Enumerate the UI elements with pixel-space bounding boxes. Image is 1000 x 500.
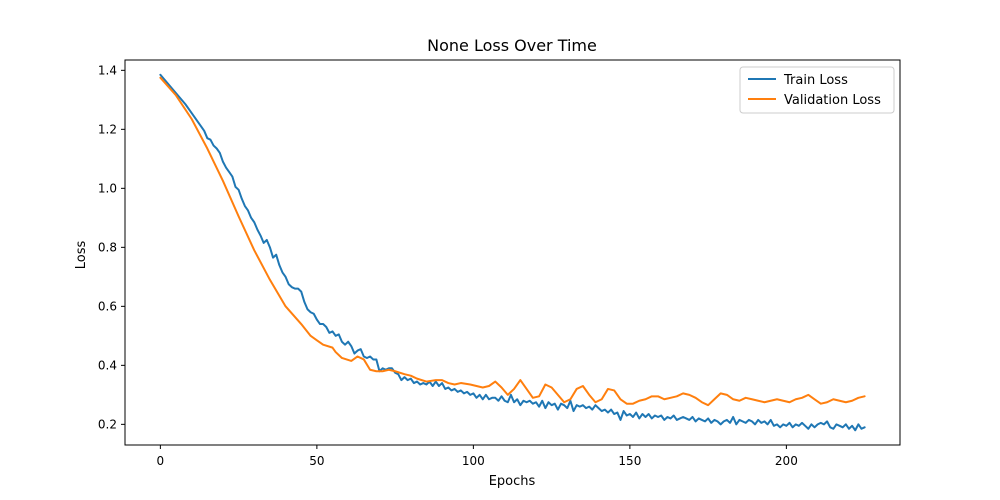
x-axis-label: Epochs [489,474,536,489]
y-tick-label: 1.2 [98,122,117,136]
y-tick-label: 0.8 [98,240,117,254]
x-tick-label: 100 [462,454,485,468]
x-tick-label: 150 [618,454,641,468]
legend-box [739,66,895,114]
plot-background [125,60,900,445]
series-line-train-loss [159,73,866,432]
y-tick-label: 0.6 [98,299,117,313]
chart-title: None Loss Over Time [427,36,597,55]
series-layer [159,73,866,432]
x-tick-label: 0 [157,454,165,468]
x-tick-label: 50 [309,454,324,468]
y-axis-label: Loss [74,241,89,270]
y-tick-label: 0.4 [98,358,117,372]
y-tick-label: 1.4 [98,63,117,77]
x-tick-label: 200 [775,454,798,468]
legend: Train Loss Validation Loss [739,66,895,114]
y-tick-label: 0.2 [98,417,117,431]
y-tick-label: 1.0 [98,181,117,195]
legend-validation-loss-label: Validation Loss [784,93,881,108]
plot-area [125,60,900,445]
x-axis: 0 50 100 150 200 [157,445,798,468]
plot-frame [124,59,901,446]
y-axis: 0.2 0.4 0.6 0.8 1.0 1.2 1.4 [98,63,125,431]
series-line-validation-loss [159,76,866,407]
legend-train-loss-label: Train Loss [783,73,848,88]
